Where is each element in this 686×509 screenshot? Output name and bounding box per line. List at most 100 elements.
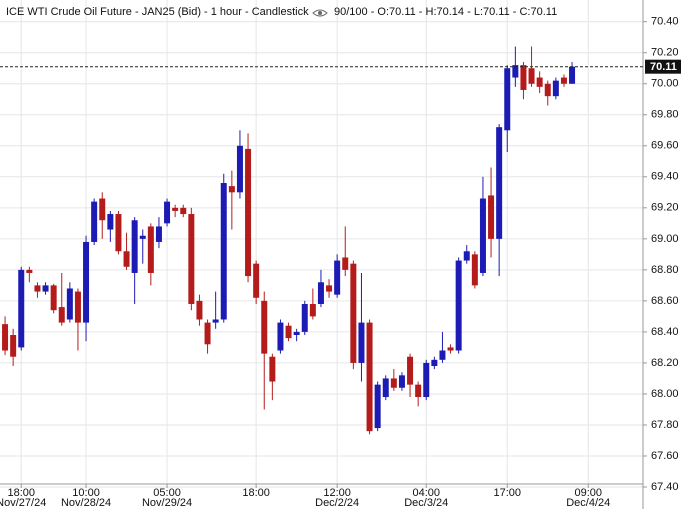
candle-body xyxy=(155,226,162,242)
x-date-label: Nov/28/24 xyxy=(61,497,111,509)
candle-body xyxy=(131,220,138,273)
candle-body xyxy=(277,322,284,351)
candle-body xyxy=(528,68,535,84)
y-tick-label: 70.00 xyxy=(651,78,679,90)
candle-body xyxy=(261,300,268,354)
x-tick-label: 05:00 xyxy=(153,487,181,499)
candle-body xyxy=(301,303,308,332)
candle-body xyxy=(309,303,316,317)
candle-body xyxy=(366,322,373,432)
candle-body xyxy=(488,195,495,239)
candle-body xyxy=(188,214,195,304)
eye-icon xyxy=(312,9,328,17)
candle-body xyxy=(390,378,397,388)
candle-body xyxy=(536,77,543,87)
x-tick-label: 18:00 xyxy=(7,487,35,499)
y-tick-label: 69.00 xyxy=(651,233,679,245)
candle-body xyxy=(471,254,478,286)
y-tick-label: 68.00 xyxy=(651,388,679,400)
candle-body xyxy=(285,325,292,339)
candle-body xyxy=(334,260,341,295)
candle-body xyxy=(115,214,122,252)
candle-body xyxy=(569,66,576,84)
candle-body xyxy=(552,80,559,97)
candle-body xyxy=(398,375,405,388)
candle-body xyxy=(58,307,65,323)
y-tick-label: 70.40 xyxy=(651,16,679,28)
x-tick-label: 10:00 xyxy=(72,487,100,499)
candle-body xyxy=(269,356,276,382)
candle-body xyxy=(317,282,324,304)
candle-body xyxy=(455,260,462,351)
candle-body xyxy=(407,356,414,385)
x-date-label: Nov/29/24 xyxy=(142,497,192,509)
candle-body xyxy=(496,127,503,239)
candle-body xyxy=(544,83,551,97)
y-tick-label: 69.60 xyxy=(651,140,679,152)
candle-body xyxy=(26,269,33,273)
candle-body xyxy=(172,207,179,211)
candle-body xyxy=(504,68,511,131)
grid xyxy=(0,0,643,488)
candle-body xyxy=(439,350,446,360)
candle-body xyxy=(512,65,519,78)
y-tick-label: 70.20 xyxy=(651,47,679,59)
candle-body xyxy=(382,378,389,398)
candle-body xyxy=(236,145,243,193)
ohlc-info: 90/100 - O:70.11 - H:70.14 - L:70.11 - C… xyxy=(334,6,557,18)
chart-title: ICE WTI Crude Oil Future - JAN25 (Bid) -… xyxy=(6,6,309,18)
y-tick-label: 67.80 xyxy=(651,419,679,431)
candle-body xyxy=(107,214,114,230)
candle-body xyxy=(245,148,252,277)
candle-body xyxy=(350,263,357,363)
y-tick-label: 67.60 xyxy=(651,450,679,462)
last-price-box xyxy=(645,59,681,74)
candle-body xyxy=(431,359,438,367)
y-tick-label: 69.20 xyxy=(651,202,679,214)
candle-body xyxy=(10,335,17,357)
candle-body xyxy=(139,235,146,239)
x-tick-label: 18:00 xyxy=(242,487,270,499)
x-date-label: Dec/3/24 xyxy=(404,497,448,509)
candle-body xyxy=(123,251,130,267)
y-tick-label: 69.40 xyxy=(651,171,679,183)
candle-body xyxy=(560,77,567,84)
last-price-label: 70.11 xyxy=(650,61,677,73)
candle-body xyxy=(520,65,527,90)
candle-body xyxy=(2,324,9,351)
candle-body xyxy=(34,285,41,292)
candle-body xyxy=(42,285,49,292)
y-tick-label: 68.20 xyxy=(651,357,679,369)
x-tick-label: 17:00 xyxy=(493,487,521,499)
candle-body xyxy=(374,384,381,429)
candle-body xyxy=(447,347,454,351)
candle-body xyxy=(423,362,430,398)
candle-body xyxy=(83,241,90,323)
y-tick-label: 69.80 xyxy=(651,109,679,121)
candle-body xyxy=(358,322,365,363)
y-tick-label: 68.80 xyxy=(651,264,679,276)
candle-body xyxy=(228,186,235,193)
x-tick-label: 04:00 xyxy=(412,487,440,499)
y-tick-label: 68.40 xyxy=(651,326,679,338)
x-date-label: Dec/2/24 xyxy=(315,497,359,509)
candle-body xyxy=(415,384,422,398)
y-tick-label: 67.40 xyxy=(651,481,679,493)
candle-body xyxy=(50,285,57,311)
candle-body xyxy=(326,285,333,292)
candle-body xyxy=(180,207,187,215)
candle-body xyxy=(196,300,203,320)
candle-body xyxy=(74,291,81,323)
candle-body xyxy=(164,201,171,224)
candle-body xyxy=(147,226,154,273)
x-date-label: Dec/4/24 xyxy=(566,497,610,509)
candle-body xyxy=(66,288,73,320)
candle-body xyxy=(204,322,211,345)
x-tick-label: 09:00 xyxy=(574,487,602,499)
candle-body xyxy=(212,319,219,323)
candle-body xyxy=(18,269,25,348)
candle-body xyxy=(463,251,470,261)
candle-body xyxy=(91,201,98,242)
